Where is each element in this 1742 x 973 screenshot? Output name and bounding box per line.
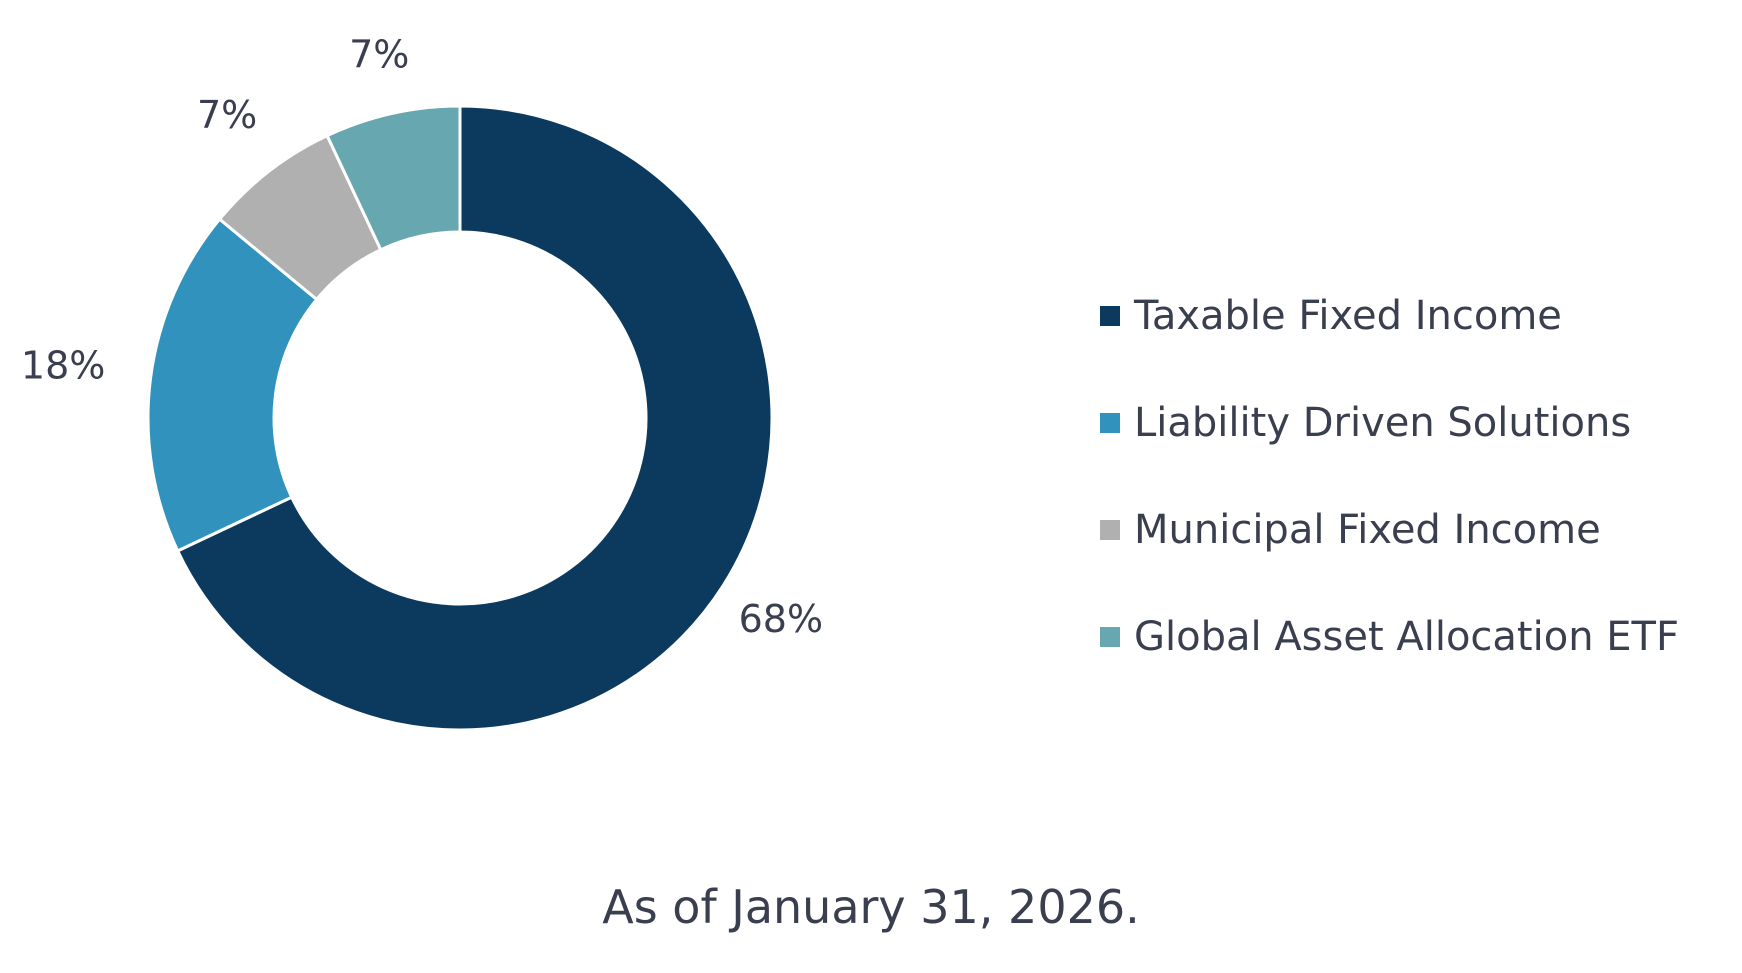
value-label-global-asset-allocation-etf: 7% xyxy=(349,32,409,76)
donut-slice-liability-driven-solutions xyxy=(146,217,319,553)
legend-swatch xyxy=(1100,519,1120,540)
donut-slice-taxable-fixed-income xyxy=(175,104,774,732)
value-label-liability-driven-solutions: 18% xyxy=(21,343,105,387)
as-of-date-footnote: As of January 31, 2026. xyxy=(602,880,1140,934)
chart-legend: Taxable Fixed Income Liability Driven So… xyxy=(1100,262,1679,690)
legend-item-global-asset-allocation-etf: Global Asset Allocation ETF xyxy=(1100,583,1679,690)
legend-label: Liability Driven Solutions xyxy=(1134,399,1632,446)
legend-swatch xyxy=(1100,412,1120,433)
legend-item-taxable-fixed-income: Taxable Fixed Income xyxy=(1100,262,1679,369)
legend-item-liability-driven-solutions: Liability Driven Solutions xyxy=(1100,369,1679,476)
value-label-taxable-fixed-income: 68% xyxy=(739,597,823,641)
legend-label: Taxable Fixed Income xyxy=(1134,292,1562,339)
donut-value-labels: 68% 18% 7% 7% xyxy=(21,32,823,641)
legend-label: Municipal Fixed Income xyxy=(1134,506,1601,553)
donut-slice-global-asset-allocation-etf xyxy=(325,104,462,252)
value-label-municipal-fixed-income: 7% xyxy=(197,93,257,137)
legend-item-municipal-fixed-income: Municipal Fixed Income xyxy=(1100,476,1679,583)
legend-swatch xyxy=(1100,626,1120,647)
donut-slices xyxy=(146,104,774,732)
legend-label: Global Asset Allocation ETF xyxy=(1134,613,1679,660)
legend-swatch xyxy=(1100,305,1120,326)
